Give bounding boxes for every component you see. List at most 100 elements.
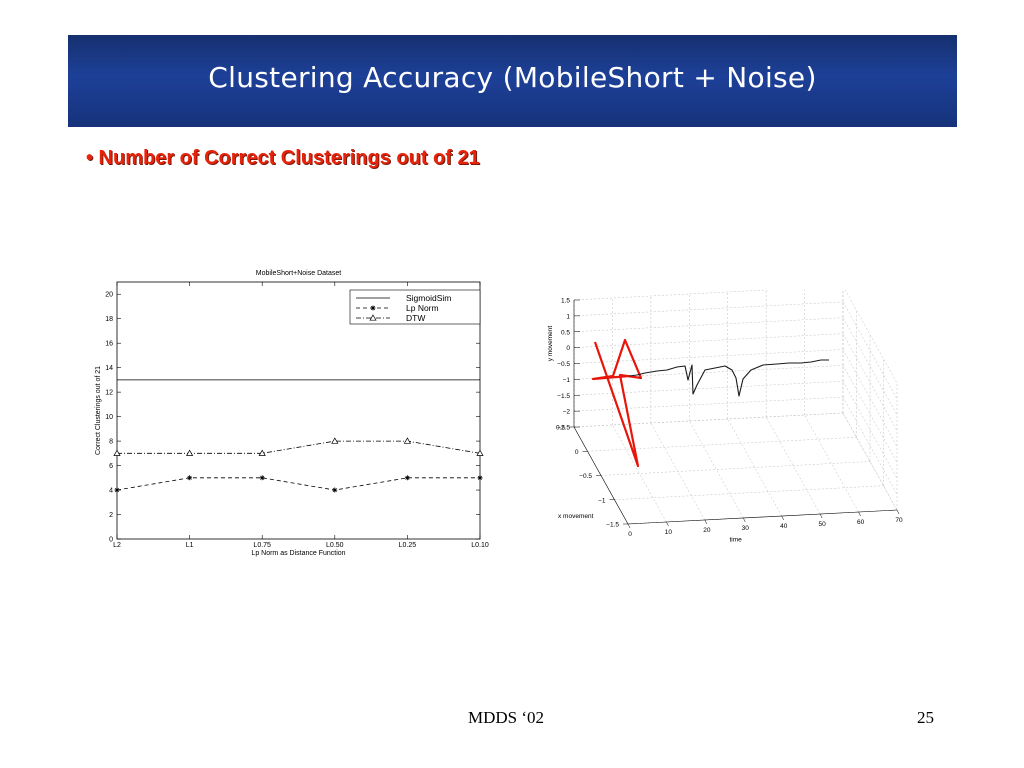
time-tick-label: 30 [742,525,750,532]
z-tick-label: −1 [563,377,571,384]
chart-title: MobileShort+Noise Dataset [256,270,341,277]
legend-marker [369,314,377,321]
y-tick-label: 4 [109,488,113,495]
side-grid-line [842,333,898,431]
series-3-point [258,449,266,456]
black-trajectory [628,359,829,397]
x-movement-tick-label: 0 [575,449,579,456]
floor-grid-line [689,420,744,519]
trajectory-3d-plot: −2.5 −2 −1.5 −1 −0.5 0 0.5 1 1.5 y movement 0 10 20 3… [547,290,903,543]
x-movement-axis-label: x movement [558,513,594,520]
x-movement-tick-label: −1 [598,497,606,504]
floor-grid-line [765,416,821,515]
z-tick-label: 1 [566,313,570,320]
back-grid-line [573,333,844,348]
accuracy-line-chart: MobileShort+Noise Dataset 0 2 4 6 8 10 12 14 16 18… [95,270,489,557]
y-tick-label: 18 [105,316,113,323]
y-tick-label: 2 [109,512,113,519]
side-grid-line [842,381,898,479]
x-tick-label: L0.10 [471,542,489,549]
x-movement-tick-label: −1.5 [606,522,619,529]
time-tick-mark [781,515,784,521]
floor-grid-line [727,418,782,517]
side-grid-line [842,365,898,463]
red-trajectory [591,338,643,468]
legend-marker [370,305,376,311]
y-tick-label: 10 [105,414,113,421]
side-grid-line [844,290,898,384]
time-tick-mark [666,521,669,527]
time-tick-label: 60 [857,519,865,526]
y-tick-label: 6 [109,463,113,470]
side-grid-line [842,317,898,415]
floor-grid-line [842,412,898,511]
y-tick-label: 14 [105,365,113,372]
time-tick-label: 40 [780,523,788,530]
x-tick-label: L0.75 [253,542,271,549]
footer-page-number: 25 [917,708,934,727]
slide-title: Clustering Accuracy (MobileShort + Noise… [208,61,817,94]
back-grid-line [573,412,844,428]
z-tick-label: −2.5 [557,425,570,432]
back-grid-line [573,381,844,396]
legend-entry: DTW [406,313,425,323]
series-line-3 [117,440,481,454]
series-3-point [403,437,412,444]
y-tick-label: 16 [105,341,113,348]
series-3-point [185,449,194,456]
floor-grid-line [650,422,706,521]
slide-header: Clustering Accuracy (MobileShort + Noise… [68,35,957,127]
series-2-point [259,475,265,481]
time-tick-label: 20 [703,527,711,534]
series-line-2 [116,477,480,491]
series-2-point [404,475,410,481]
x-axis-label: Lp Norm as Distance Function [251,550,345,557]
series-2-point [332,487,338,493]
time-tick-label: 50 [819,521,827,528]
x-movement-tick-label: 0.5 [556,425,565,432]
side-grid-line [842,301,898,399]
z-axis-label: y movement [547,326,554,362]
time-tick-mark [743,517,746,523]
time-tick-mark [896,509,900,515]
series-3-point [331,437,339,444]
floor-grid-line [600,461,871,476]
y-axis-label: Correct Clusterings out of 21 [95,366,102,455]
x-tick-label: L0.25 [399,542,417,549]
x-tick-label: L2 [113,542,121,549]
series-2-point [477,475,483,481]
time-tick-label: 10 [665,529,673,536]
time-tick-mark [627,523,631,529]
time-tick-label: 0 [628,531,632,538]
side-grid-line [842,412,898,511]
floor-grid-line [614,485,884,500]
legend-entry: Lp Norm [406,303,439,313]
series-2-point [114,487,120,493]
legend-entry: SigmoidSim [406,293,451,303]
series-2-point [187,475,193,481]
side-grid-line [842,397,898,495]
time-axis-label: time [729,536,742,543]
y-tick-label: 0 [109,537,113,544]
x-movement-tick-label: −0.5 [579,473,592,480]
x-tick-label: L1 [186,542,194,549]
z-tick-label: 0 [566,345,570,352]
time-tick-label: 70 [895,517,903,524]
side-grid-line [842,349,898,447]
z-tick-label: −1.5 [557,393,570,400]
series-3-point [113,449,121,456]
bullet-text: • Number of Correct Clusterings out of 2… [86,147,480,169]
z-tick-label: 1.5 [561,298,570,305]
y-tick-label: 12 [105,390,113,397]
z-tick-label: −0.5 [557,361,570,368]
time-tick-mark [819,513,823,519]
back-grid-line [573,317,844,332]
y-tick-label: 20 [105,292,113,299]
z-tick-label: 0.5 [561,329,570,336]
footer-conference: MDDS ‘02 [468,708,545,727]
time-axis-line [627,509,898,525]
back-grid-line [573,349,844,364]
floor-grid-line [612,424,667,523]
series-3-point [476,449,484,456]
back-grid-line [573,290,771,301]
